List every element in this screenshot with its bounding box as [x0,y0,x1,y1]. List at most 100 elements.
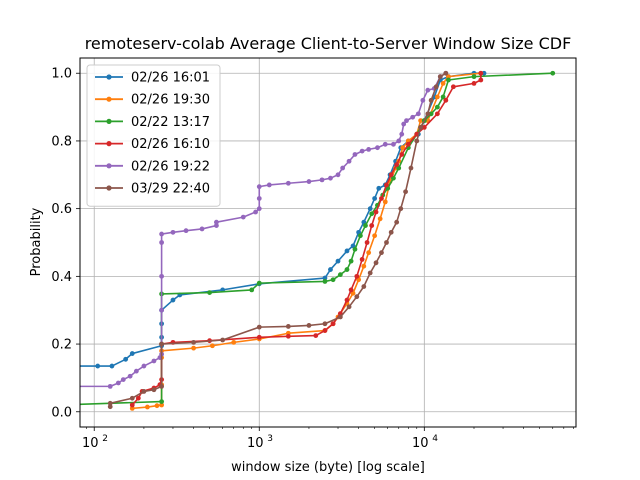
series-5-point [120,377,126,383]
series-6-point [443,70,449,76]
series-3-point [322,279,328,284]
series-3 [80,70,556,406]
series-5-point [127,373,133,379]
series-3-point [256,280,262,286]
legend-marker [106,141,112,147]
series-5 [80,70,449,389]
series-5-point [346,158,352,164]
series-6-point [361,284,367,289]
y-axis-label: Probability [29,207,44,276]
series-6-point [256,324,262,330]
series-5-point [183,228,189,234]
y-tick-label: 0.2 [51,338,72,353]
legend-label: 02/26 16:01 [131,71,210,86]
series-4-point [443,97,449,103]
series-6-point [433,84,439,90]
series-6-point [159,383,165,389]
series-5-point [107,383,113,389]
series-3-point [358,233,363,239]
series-6-point [306,323,312,328]
series-4-point [373,209,379,215]
series-1-point [328,267,333,272]
series-4-point [405,141,411,147]
series-5-point [253,209,258,215]
series-2-point [377,216,383,222]
series-5-point [133,368,139,374]
series-5-point [359,148,365,154]
series-2-point [418,118,424,124]
series-2-point [446,74,451,80]
series-3-point [207,290,212,295]
series-5-point [240,214,246,220]
legend-label: 02/26 19:22 [131,159,210,174]
series-6-point [337,314,343,320]
series-6-point [159,341,165,347]
series-6-point [373,260,379,266]
series-5-point [256,206,262,212]
series-4-point [478,77,484,83]
series-6-point [418,125,424,130]
series-3-point [428,111,434,117]
legend-item: 02/22 13:17 [95,115,210,130]
legend-marker [106,163,112,169]
series-4-point [322,328,328,333]
series-4-point [359,257,365,262]
y-tick-label: 0.4 [51,270,72,285]
series-3-point [249,287,255,293]
series-2-point [372,233,378,239]
series-6-point [428,97,434,103]
legend-item: 02/26 19:30 [95,93,210,108]
series-5-point [115,380,121,386]
series-4-point [135,395,141,401]
series-4-point [388,172,394,178]
series-3-point [337,272,343,278]
series-6-point [437,74,443,80]
series-6-point [379,250,384,256]
legend-marker [106,96,112,102]
x-tick-exponent: 4 [432,434,438,444]
series-5-point [401,121,407,127]
x-axis-ticks: 10 2 10 3 10 4 [82,427,574,451]
series-2-point [191,345,196,351]
series-1-point [123,356,129,362]
series-1-point [322,275,328,281]
series-3-point [330,277,336,283]
series-2-point [440,80,446,86]
legend-marker [106,185,112,191]
series-2-point [145,404,150,410]
series-1-point [170,297,176,303]
legend-item: 02/26 16:01 [95,71,210,86]
series-5-point [199,226,205,232]
series-3-point [348,258,354,264]
series-5-point [141,363,147,369]
y-tick-label: 1.0 [51,67,72,82]
series-3-point [369,211,375,217]
series-2-point [400,145,406,151]
series-5-point [306,179,312,184]
series-2-point [129,405,135,411]
legend-item: 03/29 22:40 [95,182,210,197]
series-3-point [440,94,446,100]
legend-box [86,64,221,207]
legend-marker [106,118,112,124]
series-4-point [256,334,262,340]
legend-label: 02/26 16:10 [131,137,210,152]
series-5-point [266,182,272,188]
series-5-point [399,131,405,137]
series-6-point [354,294,360,300]
series-5-point [366,147,372,152]
series-4-point [478,70,484,76]
series-4-point [348,287,354,293]
y-axis-ticks: 0.0 0.2 0.4 0.6 0.8 1.0 [51,67,80,420]
series-5-point [335,172,341,178]
y-tick-label: 0.8 [51,134,72,149]
x-tick-exponent: 2 [102,434,108,444]
series-5-point [328,175,333,181]
series-5-point [159,273,165,279]
series-6-point [141,389,147,394]
series-4-point [129,402,135,408]
series-2-point [434,94,440,100]
series-2-point [361,263,367,269]
series-3-point [344,267,350,272]
series-6-point [367,270,373,276]
